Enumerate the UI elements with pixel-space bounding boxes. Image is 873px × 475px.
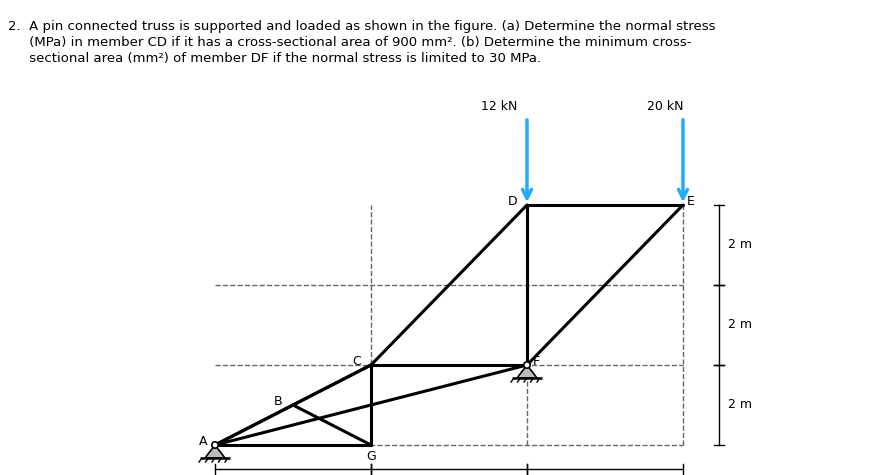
Text: F: F [533,355,540,368]
Text: A: A [199,435,208,448]
Text: 12 kN: 12 kN [481,100,517,113]
Text: 2 m: 2 m [728,319,753,332]
Polygon shape [205,445,225,458]
Text: 2 m: 2 m [728,399,753,411]
Text: 20 kN: 20 kN [647,100,684,113]
Text: C: C [352,355,361,368]
Text: sectional area (mm²) of member DF if the normal stress is limited to 30 MPa.: sectional area (mm²) of member DF if the… [8,52,541,65]
Text: G: G [366,450,376,463]
Text: 2.  A pin connected truss is supported and loaded as shown in the figure. (a) De: 2. A pin connected truss is supported an… [8,20,716,33]
Text: B: B [274,395,283,408]
Text: 2 m: 2 m [728,238,753,251]
Circle shape [212,442,218,448]
Text: (MPa) in member CD if it has a cross-sectional area of 900 mm². (b) Determine th: (MPa) in member CD if it has a cross-sec… [8,36,691,49]
Polygon shape [517,365,537,378]
Text: D: D [507,195,518,209]
Text: E: E [687,195,695,209]
Circle shape [524,362,530,368]
